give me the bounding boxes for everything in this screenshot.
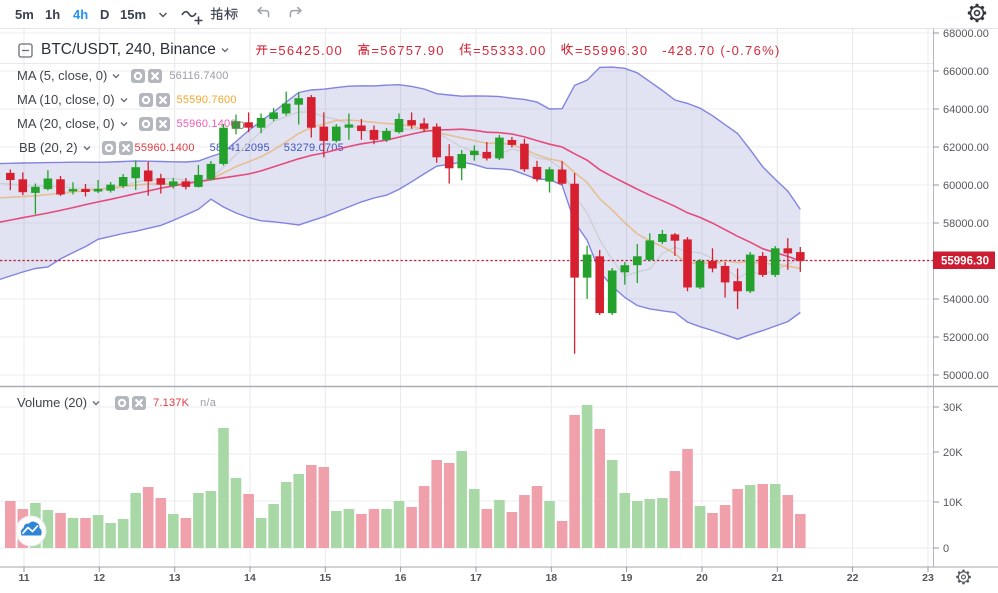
svg-text:60000.00: 60000.00 (943, 180, 989, 192)
svg-text:15: 15 (319, 572, 331, 584)
svg-text:64000.00: 64000.00 (943, 104, 989, 116)
svg-text:21: 21 (771, 572, 783, 584)
svg-text:68000.00: 68000.00 (943, 28, 989, 40)
svg-text:58000.00: 58000.00 (943, 218, 989, 230)
svg-text:23: 23 (922, 572, 934, 584)
svg-text:13: 13 (169, 572, 181, 584)
svg-text:22: 22 (847, 572, 859, 584)
svg-text:20K: 20K (943, 447, 963, 459)
svg-text:16: 16 (395, 572, 407, 584)
svg-text:0: 0 (943, 543, 949, 555)
svg-text:30K: 30K (943, 402, 963, 414)
svg-text:20: 20 (696, 572, 708, 584)
svg-text:52000.00: 52000.00 (943, 332, 989, 344)
svg-text:54000.00: 54000.00 (943, 294, 989, 306)
svg-text:10K: 10K (943, 497, 963, 509)
svg-text:19: 19 (621, 572, 633, 584)
svg-text:12: 12 (93, 572, 105, 584)
svg-text:11: 11 (18, 572, 29, 584)
svg-text:14: 14 (244, 572, 256, 584)
svg-text:17: 17 (470, 572, 482, 584)
svg-text:18: 18 (545, 572, 557, 584)
svg-text:62000.00: 62000.00 (943, 142, 989, 154)
svg-text:55996.30: 55996.30 (941, 256, 989, 268)
svg-text:66000.00: 66000.00 (943, 66, 989, 78)
svg-text:00: 00 (232, 120, 245, 132)
svg-text:50000.00: 50000.00 (943, 370, 989, 382)
